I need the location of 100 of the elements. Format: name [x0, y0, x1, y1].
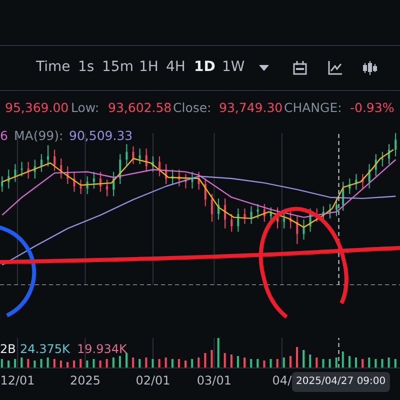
x-tick-label: 04/ [272, 374, 293, 388]
bar [368, 358, 370, 368]
bar [224, 353, 226, 368]
text: 1D [194, 58, 216, 76]
candlestick [1, 176, 4, 192]
bar [191, 359, 194, 368]
annotation: 2B [0, 341, 16, 358]
text: 95,369.00 [5, 99, 69, 117]
bar [99, 360, 102, 368]
text: 1W [222, 58, 245, 76]
text: -0.93% [350, 99, 394, 117]
candlestick [368, 164, 370, 189]
bar [80, 359, 82, 368]
annotation: 90,509.33 [69, 127, 133, 145]
bar [164, 358, 167, 368]
bar [112, 358, 114, 368]
candlestick [210, 194, 213, 222]
bar [355, 358, 358, 368]
candlestick [237, 208, 240, 232]
candlestick [283, 211, 286, 229]
candlestick [92, 171, 95, 189]
bar [27, 359, 30, 368]
bar [342, 352, 344, 368]
candlestick [224, 198, 226, 229]
bar [53, 359, 56, 368]
bar [86, 360, 88, 368]
bar [138, 359, 141, 368]
text: 1s [78, 58, 94, 76]
candlestick [54, 149, 56, 172]
bar [118, 356, 121, 368]
bar [302, 350, 305, 368]
text: Low: [71, 99, 100, 117]
bar [374, 359, 377, 368]
bar [210, 350, 213, 368]
bar [198, 358, 200, 368]
bar [282, 358, 285, 368]
candlestick [230, 213, 233, 232]
bar [92, 359, 95, 368]
bar [20, 358, 23, 368]
bar [309, 354, 312, 368]
bar [145, 358, 148, 368]
bar [328, 359, 331, 368]
bar [204, 353, 206, 368]
bar [335, 358, 338, 368]
annotation: 6 [0, 127, 8, 145]
bar [40, 359, 42, 368]
bar [184, 360, 187, 368]
x-tick-label: 03/01 [196, 374, 232, 388]
annotation: 19.934K [77, 341, 127, 358]
candlestick [138, 148, 141, 165]
text: 4H [166, 58, 186, 76]
text: 15m [102, 58, 134, 76]
bar [217, 338, 220, 368]
bar [263, 360, 266, 368]
bar [362, 359, 364, 368]
candlestick [336, 198, 338, 217]
x-tick-label: 2025 [70, 374, 101, 388]
bar [348, 356, 350, 368]
bar [289, 356, 292, 368]
text: Close: [173, 99, 212, 117]
bar [296, 347, 298, 368]
bar [230, 354, 232, 368]
text: Time [36, 58, 70, 76]
text: 93,602.58 [108, 99, 172, 117]
bar [34, 360, 36, 368]
x-tick-label: 12/01 [0, 374, 35, 388]
bar [66, 362, 68, 368]
candlestick [14, 164, 16, 182]
candlestick [40, 154, 42, 172]
annotation: 24.375K [20, 341, 70, 358]
annotation: MA(99): [14, 127, 64, 145]
candlestick [256, 204, 259, 219]
bar [152, 359, 154, 368]
bar [381, 359, 384, 368]
bar [60, 360, 62, 368]
bar [270, 359, 272, 368]
bar [322, 359, 324, 368]
bar [171, 359, 174, 368]
text: 93,749.30 [219, 99, 283, 117]
x-tick-label: 02/01 [136, 374, 170, 388]
bar [125, 353, 128, 368]
bar [250, 359, 252, 368]
bar [14, 359, 16, 368]
bar [236, 356, 239, 368]
bar [316, 358, 318, 368]
bar [244, 358, 246, 368]
bar [73, 360, 76, 368]
bar [132, 358, 134, 368]
text: 2025/04/27 09:00 [292, 372, 390, 392]
bar [46, 358, 49, 368]
candlestick [145, 148, 148, 172]
bar [276, 359, 278, 368]
candlestick [106, 179, 108, 197]
bar [388, 358, 390, 368]
bar [394, 359, 396, 368]
bar [7, 360, 10, 368]
candlestick [158, 156, 160, 177]
candlestick [394, 133, 397, 157]
bar [178, 359, 180, 368]
text: CHANGE: [284, 99, 342, 117]
